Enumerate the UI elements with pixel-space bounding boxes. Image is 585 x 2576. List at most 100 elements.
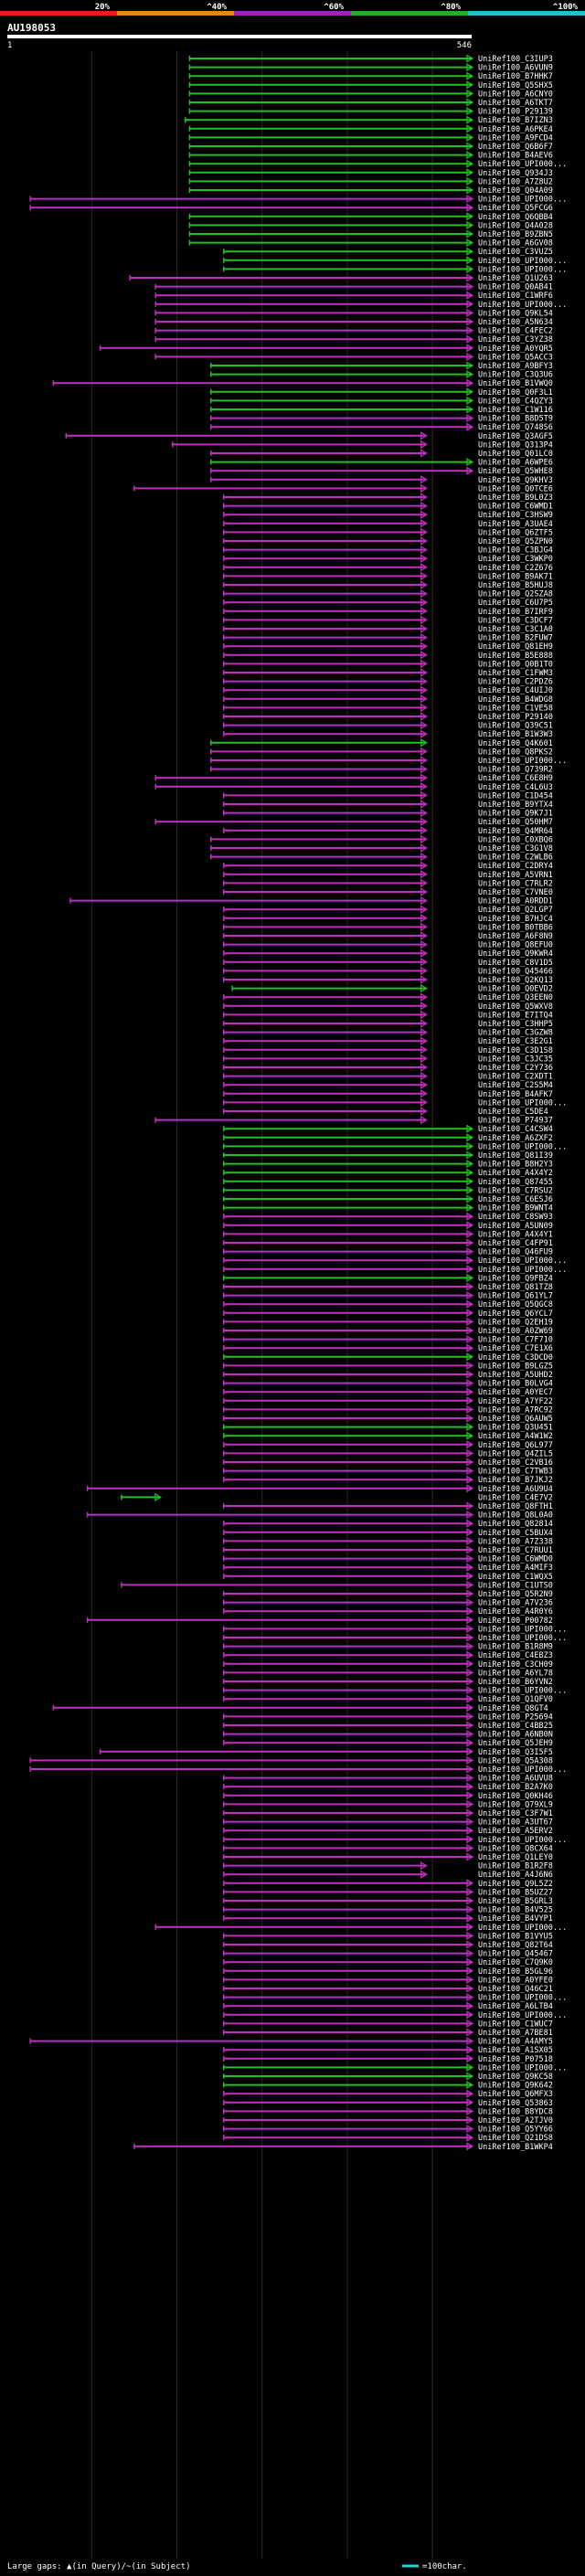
hit-row[interactable]: UniRef100_C1D454: [223, 790, 553, 800]
hit-label[interactable]: UniRef100_Q5ZPN0: [478, 537, 553, 546]
hit-row[interactable]: UniRef100_C2Z676: [223, 563, 553, 573]
hit-row[interactable]: UniRef100_A9BFY3: [210, 361, 553, 371]
hit-label[interactable]: UniRef100_UPI000...: [478, 196, 567, 205]
hit-label[interactable]: UniRef100_A7Z8U2: [478, 177, 553, 186]
hit-row[interactable]: UniRef100_C1FWM3: [223, 668, 553, 678]
hit-label[interactable]: UniRef100_C3F7W1: [478, 1809, 553, 1818]
hit-row[interactable]: UniRef100_Q81EH9: [223, 641, 553, 652]
hit-label[interactable]: UniRef100_C7RLR2: [478, 879, 553, 888]
hit-row[interactable]: UniRef100_C3Q3U6: [210, 370, 553, 380]
hit-label[interactable]: UniRef100_UPI000...: [478, 1836, 567, 1845]
hit-row[interactable]: UniRef100_B9L0Z3: [223, 493, 553, 503]
hit-label[interactable]: UniRef100_A7RC92: [478, 1405, 553, 1415]
hit-row[interactable]: UniRef100_UPI000...: [223, 264, 567, 274]
hit-row[interactable]: UniRef100_Q81I39: [223, 1150, 553, 1161]
hit-label[interactable]: UniRef100_Q9KWR4: [478, 949, 553, 959]
hit-label[interactable]: UniRef100_Q4A028: [478, 221, 553, 230]
hit-label[interactable]: UniRef100_B1R8M9: [478, 1643, 553, 1652]
hit-label[interactable]: UniRef100_A6VUN9: [478, 64, 553, 73]
hit-row[interactable]: UniRef100_Q6AUW5: [223, 1414, 553, 1424]
hit-label[interactable]: UniRef100_Q5JEH9: [478, 1739, 553, 1748]
hit-label[interactable]: UniRef100_A6YL78: [478, 1669, 553, 1678]
hit-label[interactable]: UniRef100_C2DRY4: [478, 862, 553, 871]
hit-label[interactable]: UniRef100_A5UN09: [478, 1222, 553, 1231]
hit-label[interactable]: UniRef100_Q39C51: [478, 722, 553, 731]
hit-row[interactable]: UniRef100_C1UTS0: [121, 1580, 553, 1590]
hit-row[interactable]: UniRef100_UPI000...: [29, 1765, 567, 1775]
hit-label[interactable]: UniRef100_UPI000...: [478, 1687, 567, 1696]
hit-row[interactable]: UniRef100_Q6B6F7: [188, 142, 553, 152]
hit-label[interactable]: UniRef100_Q79XL9: [478, 1800, 553, 1809]
hit-row[interactable]: UniRef100_A6NB0N: [223, 1730, 553, 1740]
hit-label[interactable]: UniRef100_Q9KC58: [478, 2072, 553, 2082]
hit-label[interactable]: UniRef100_A6UVU8: [478, 1775, 553, 1784]
hit-label[interactable]: UniRef100_C2Y736: [478, 1064, 553, 1073]
hit-label[interactable]: UniRef100_A7BE81: [478, 2029, 553, 2038]
hit-label[interactable]: UniRef100_A1SX05: [478, 2046, 553, 2055]
hit-label[interactable]: UniRef100_UPI000...: [478, 1142, 567, 1151]
hit-label[interactable]: UniRef100_C2WLB6: [478, 853, 553, 863]
hit-label[interactable]: UniRef100_A5N634: [478, 318, 553, 327]
hit-label[interactable]: UniRef100_Q0TCE6: [478, 484, 553, 493]
hit-label[interactable]: UniRef100_Q5A308: [478, 1756, 553, 1765]
hit-row[interactable]: UniRef100_Q2EH19: [223, 1317, 553, 1327]
hit-row[interactable]: UniRef100_B1R2F8: [223, 1861, 553, 1871]
hit-label[interactable]: UniRef100_B7HHK7: [478, 72, 553, 81]
hit-row[interactable]: UniRef100_C3BJG4: [223, 546, 553, 556]
hit-row[interactable]: UniRef100_Q5QGC8: [223, 1299, 553, 1309]
hit-label[interactable]: UniRef100_Q87455: [478, 1178, 553, 1187]
hit-row[interactable]: UniRef100_B7HHK7: [188, 71, 553, 81]
hit-row[interactable]: UniRef100_Q0AB41: [154, 282, 553, 292]
hit-row[interactable]: UniRef100_C4UIJ0: [223, 685, 553, 695]
hit-label[interactable]: UniRef100_C4UIJ0: [478, 686, 553, 695]
hit-label[interactable]: UniRef100_Q8PKS2: [478, 747, 553, 757]
hit-row[interactable]: UniRef100_A5UHD2: [223, 1370, 553, 1380]
hit-row[interactable]: UniRef100_Q4K601: [210, 738, 553, 748]
hit-row[interactable]: UniRef100_P07518: [223, 2054, 553, 2064]
hit-label[interactable]: UniRef100_B4AEV6: [478, 152, 553, 161]
hit-label[interactable]: UniRef100_A4X4Y1: [478, 1230, 553, 1239]
hit-row[interactable]: UniRef100_C3VUZ5: [223, 247, 553, 257]
hit-row[interactable]: UniRef100_B0LVG4: [223, 1379, 553, 1389]
hit-row[interactable]: UniRef100_Q5WXV8: [223, 1002, 553, 1012]
hit-label[interactable]: UniRef100_B1WKP4: [478, 2143, 553, 2152]
hit-label[interactable]: UniRef100_B5GRL3: [478, 1897, 553, 1906]
hit-label[interactable]: UniRef100_C5BUX4: [478, 1529, 553, 1538]
hit-row[interactable]: UniRef100_Q0EVD2: [231, 984, 553, 994]
hit-row[interactable]: UniRef100_E7ITQ4: [223, 1010, 553, 1020]
hit-label[interactable]: UniRef100_Q81TZ8: [478, 1283, 553, 1292]
hit-label[interactable]: UniRef100_Q2KQ13: [478, 976, 553, 985]
hit-label[interactable]: UniRef100_C4EBZ3: [478, 1651, 553, 1660]
hit-label[interactable]: UniRef100_B1R2F8: [478, 1862, 553, 1871]
hit-row[interactable]: UniRef100_A4J6N6: [223, 1870, 553, 1880]
hit-label[interactable]: UniRef100_Q0F3L1: [478, 388, 553, 398]
hit-label[interactable]: UniRef100_Q5QGC8: [478, 1300, 553, 1309]
hit-row[interactable]: UniRef100_C7RLR2: [223, 878, 553, 888]
hit-label[interactable]: UniRef100_C1W116: [478, 406, 553, 415]
hit-label[interactable]: UniRef100_C6ESJ6: [478, 1195, 553, 1204]
hit-label[interactable]: UniRef100_B6YVN2: [478, 1678, 553, 1687]
hit-label[interactable]: UniRef100_C2XDT1: [478, 1073, 553, 1082]
hit-row[interactable]: UniRef100_A6F8N9: [223, 931, 553, 941]
hit-label[interactable]: UniRef100_A2TJV0: [478, 2116, 553, 2125]
hit-label[interactable]: UniRef100_C8SW93: [478, 1213, 553, 1222]
hit-row[interactable]: UniRef100_Q748S6: [210, 422, 553, 432]
hit-label[interactable]: UniRef100_A4MIF3: [478, 1564, 553, 1573]
hit-label[interactable]: UniRef100_A4R0Y6: [478, 1607, 553, 1617]
hit-label[interactable]: UniRef100_Q5WXV8: [478, 1002, 553, 1012]
hit-row[interactable]: UniRef100_Q3EEN0: [223, 992, 553, 1002]
hit-label[interactable]: UniRef100_C7Q9K0: [478, 1958, 553, 1967]
hit-row[interactable]: UniRef100_C3WKP0: [223, 554, 553, 564]
hit-label[interactable]: UniRef100_Q46C21: [478, 1985, 553, 1994]
hit-row[interactable]: UniRef100_C8SW93: [223, 1212, 553, 1222]
hit-row[interactable]: UniRef100_Q2KQ13: [223, 975, 553, 985]
hit-label[interactable]: UniRef100_B9L0Z3: [478, 493, 553, 503]
hit-row[interactable]: UniRef100_Q6QBB4: [188, 212, 553, 222]
hit-row[interactable]: UniRef100_Q0TCE6: [133, 483, 553, 493]
hit-row[interactable]: UniRef100_Q3AGF5: [65, 431, 553, 441]
hit-label[interactable]: UniRef100_Q21DS8: [478, 2134, 553, 2143]
hit-row[interactable]: UniRef100_Q46C21: [223, 1984, 553, 1994]
hit-row[interactable]: UniRef100_Q2SZA8: [223, 589, 553, 599]
hit-label[interactable]: UniRef100_Q6AUW5: [478, 1415, 553, 1424]
hit-row[interactable]: UniRef100_C2WLB6: [210, 853, 553, 863]
